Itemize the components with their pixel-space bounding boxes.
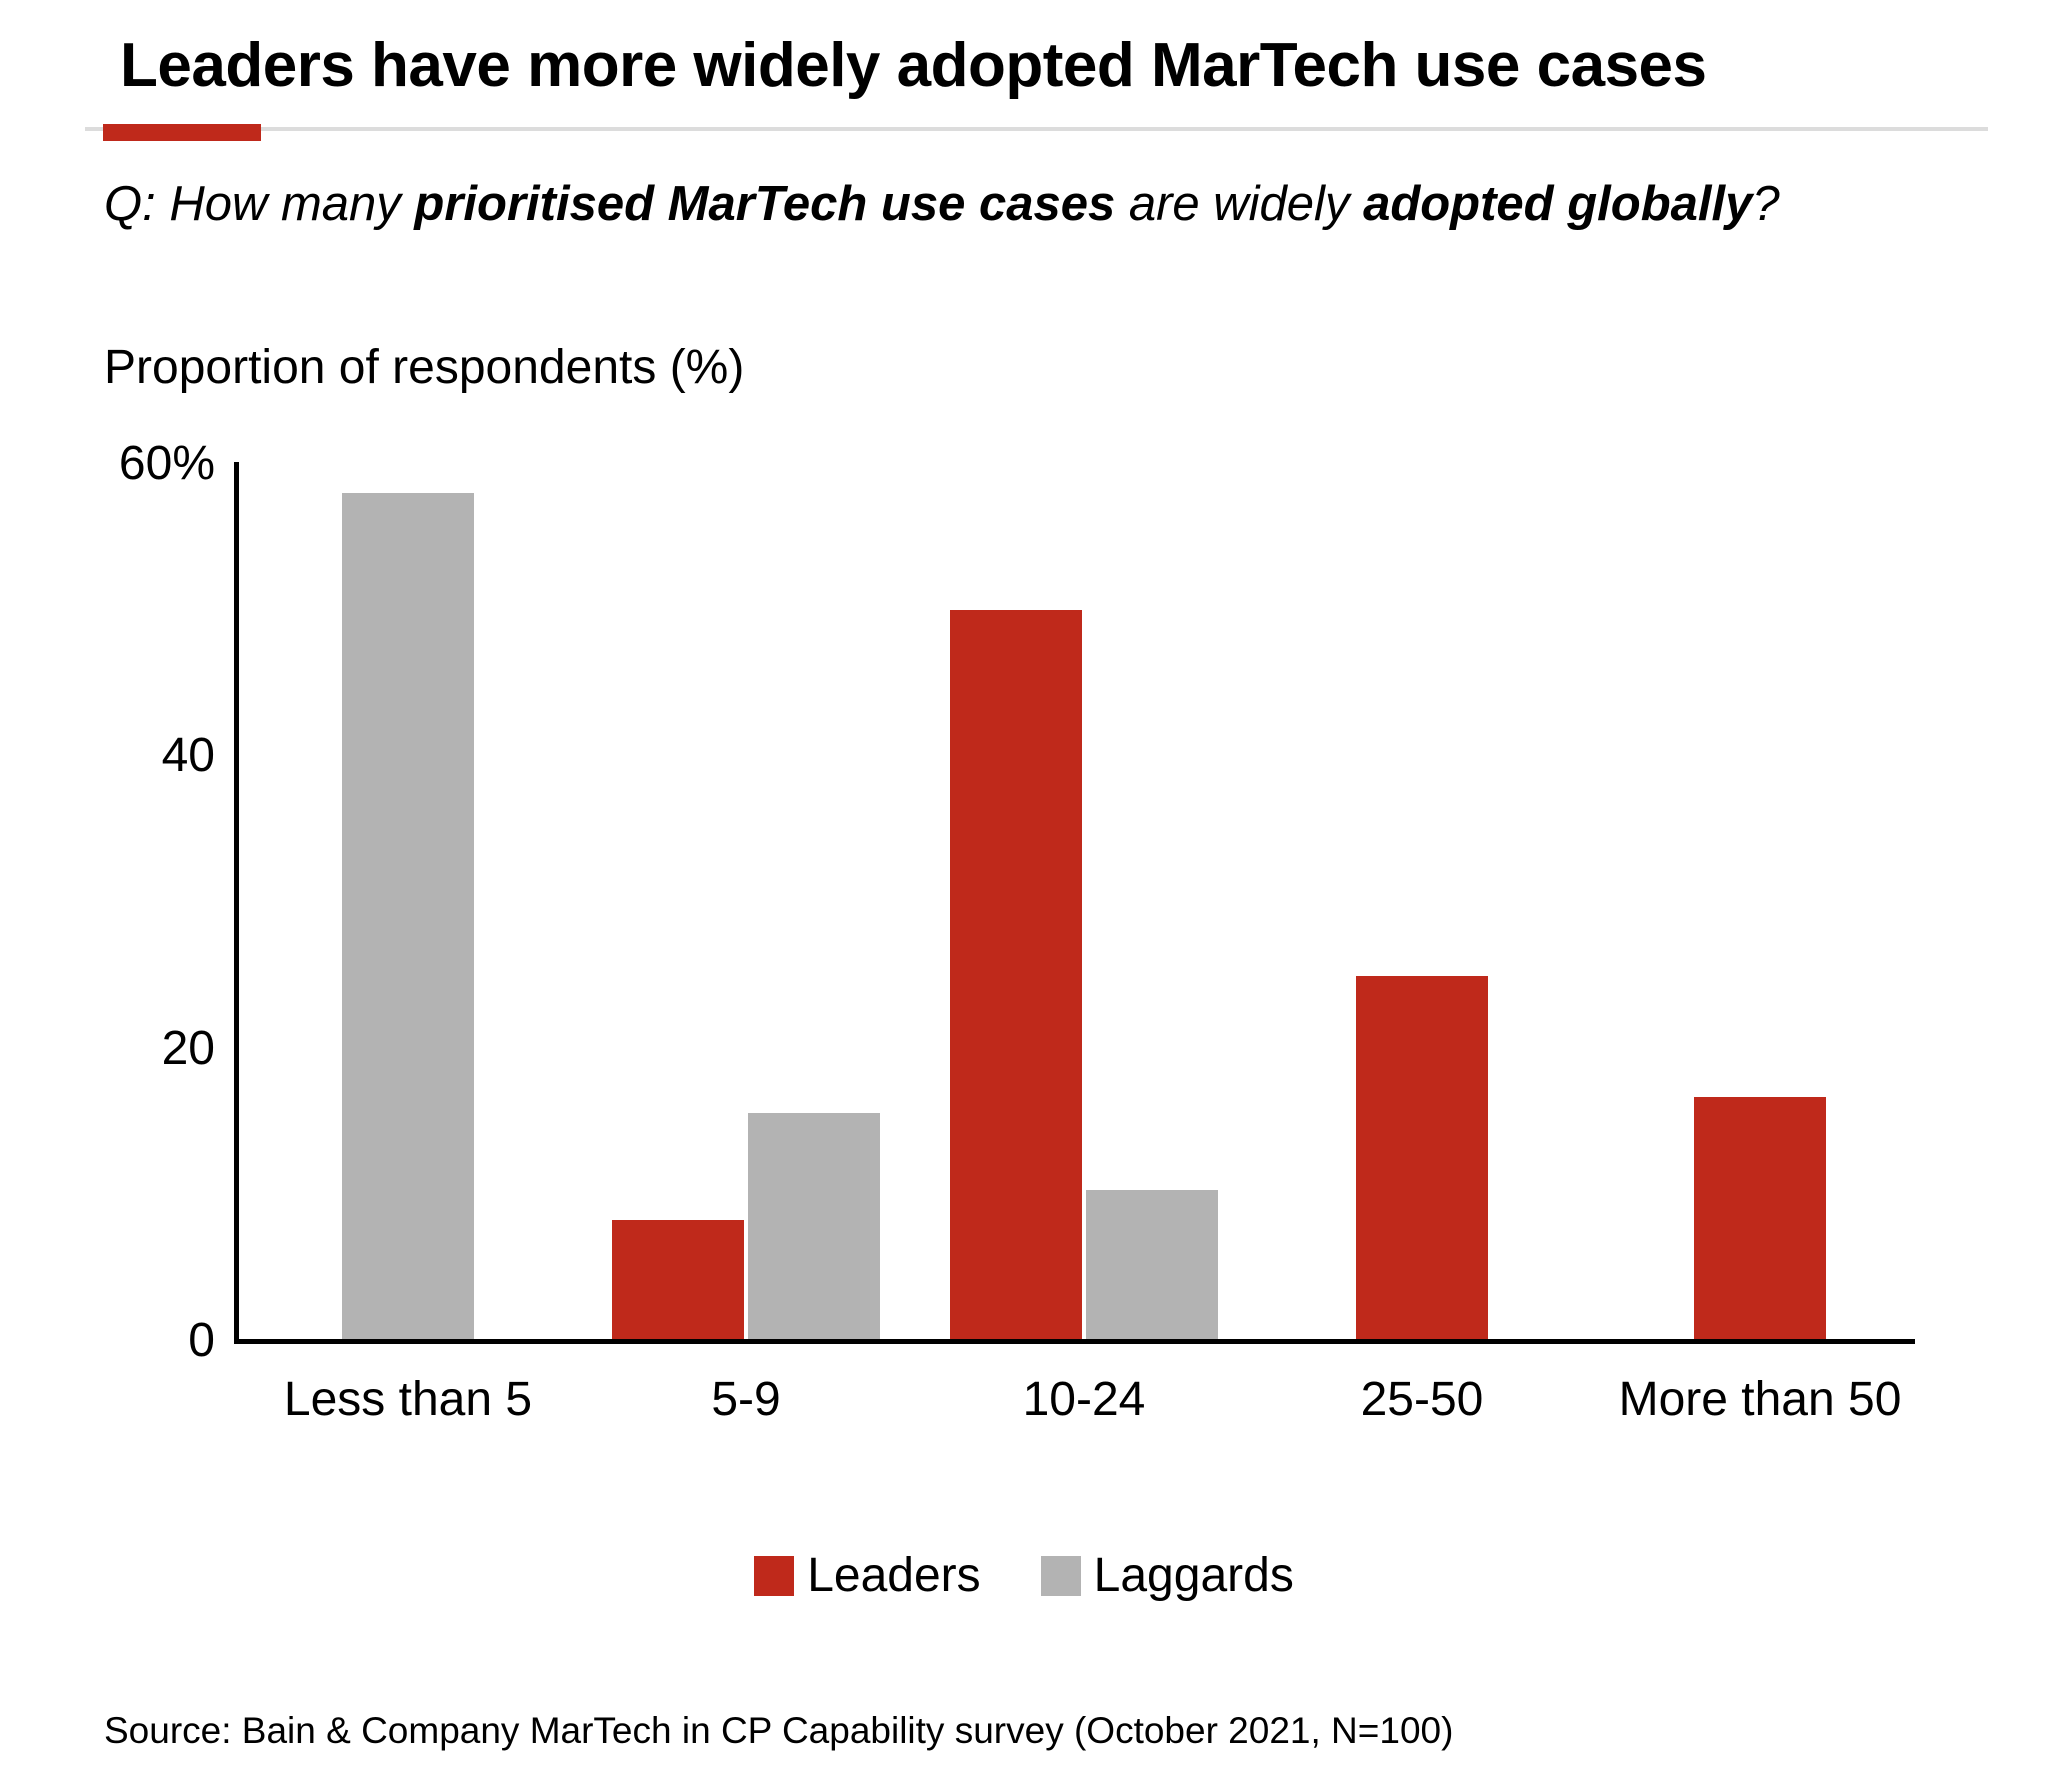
legend-leaders-swatch-icon <box>754 1555 795 1596</box>
question-mid: are widely <box>1115 177 1364 231</box>
title-accent-bar <box>103 124 261 141</box>
survey-question: Q: How many prioritised MarTech use case… <box>104 176 1780 232</box>
x-tick-label-5-9: 5-9 <box>711 1373 781 1426</box>
x-tick-label-less-than-5: Less than 5 <box>283 1373 533 1426</box>
x-axis-line <box>234 1339 1915 1344</box>
y-axis-title: Proportion of respondents (%) <box>104 341 745 394</box>
bar-leaders-5-9 <box>612 1220 744 1341</box>
x-tick-label-more-than-50: More than 50 <box>1618 1373 1902 1426</box>
question-prefix: Q: How many <box>104 177 415 231</box>
chart-legend: Leaders Laggards <box>0 1548 2048 1603</box>
bar-leaders-10-24 <box>950 610 1082 1341</box>
bar-laggards-less-than-5 <box>342 493 474 1341</box>
page-title: Leaders have more widely adopted MarTech… <box>120 31 1707 100</box>
y-tick-label-40: 40 <box>161 729 215 782</box>
title-divider <box>85 127 1988 131</box>
legend-item-leaders: Leaders <box>754 1548 981 1603</box>
y-tick-label-60: 60% <box>118 437 215 490</box>
legend-item-laggards: Laggards <box>1040 1548 1294 1603</box>
source-note: Source: Bain & Company MarTech in CP Cap… <box>104 1710 1454 1751</box>
bar-laggards-10-24 <box>1086 1190 1218 1341</box>
x-tick-label-25-50: 25-50 <box>1360 1373 1484 1426</box>
legend-laggards-label: Laggards <box>1093 1549 1294 1602</box>
bar-laggards-5-9 <box>748 1113 880 1341</box>
x-tick-label-10-24: 10-24 <box>1022 1373 1146 1426</box>
question-bold-1: prioritised MarTech use cases <box>414 177 1116 231</box>
question-bold-2: adopted globally <box>1363 177 1753 231</box>
bar-leaders-more-than-50 <box>1694 1097 1826 1341</box>
y-axis-line <box>234 462 239 1344</box>
bar-leaders-25-50 <box>1356 976 1488 1341</box>
legend-leaders-label: Leaders <box>807 1549 981 1602</box>
y-tick-label-20: 20 <box>161 1022 215 1075</box>
question-suffix: ? <box>1752 177 1780 231</box>
legend-laggards-swatch-icon <box>1040 1555 1081 1596</box>
y-tick-label-0: 0 <box>188 1314 215 1367</box>
